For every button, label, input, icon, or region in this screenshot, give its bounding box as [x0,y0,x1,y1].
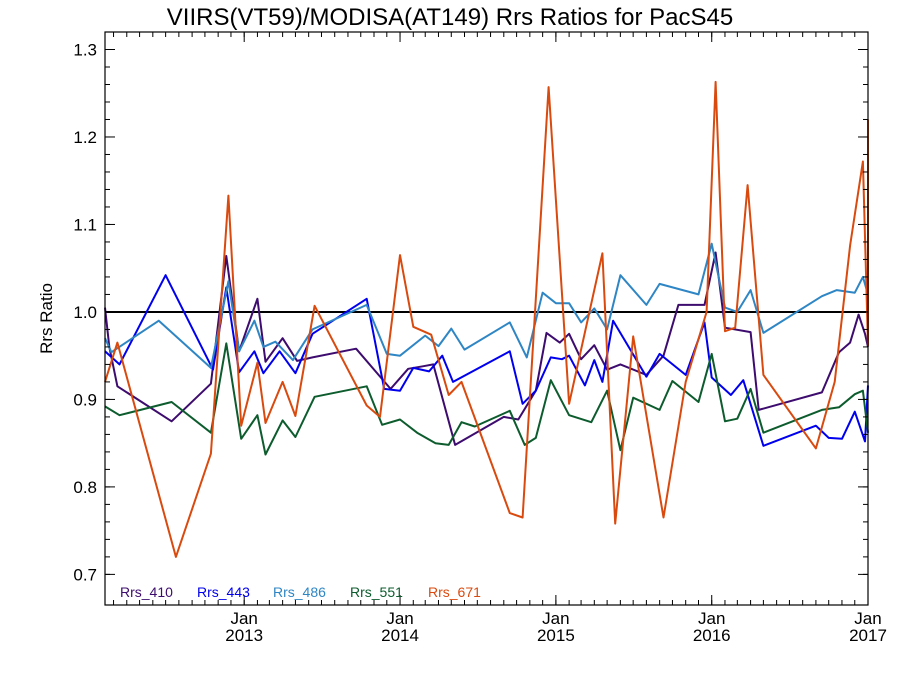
y-tick-label: 1.0 [73,303,97,322]
legend-entry-rrs-486: Rrs_486 [273,584,326,600]
y-tick-label: 0.9 [73,390,97,409]
series-line-rrs-671 [104,80,869,558]
legend-entry-rrs-671: Rrs_671 [428,584,481,600]
y-tick-label: 0.8 [73,478,97,497]
x-tick-label-month: Jan [698,609,725,628]
y-tick-label: 1.1 [73,215,97,234]
plot-frame [104,31,869,606]
x-tick-label-month: Jan [386,609,413,628]
legend: Rrs_410 Rrs_443 Rrs_486 Rrs_551 Rrs_671 [120,584,481,600]
y-tick-label: 0.7 [73,565,97,584]
x-tick-label-year: 2014 [381,626,419,645]
legend-entry-rrs-443: Rrs_443 [197,584,250,600]
series-line-rrs-443 [104,274,869,447]
x-tick-label-year: 2015 [537,626,575,645]
x-tick-label-month: Jan [542,609,569,628]
x-tick-label-month: Jan [854,609,881,628]
x-tick-label-year: 2016 [693,626,731,645]
x-tick-label-year: 2017 [849,626,887,645]
legend-entry-rrs-410: Rrs_410 [120,584,173,600]
legend-entry-rrs-551: Rrs_551 [350,584,403,600]
chart-title: VIIRS(VT59)/MODISA(AT149) Rrs Ratios for… [166,4,734,31]
x-tick-label-year: 2013 [225,626,263,645]
y-tick-label: 1.2 [73,128,97,147]
y-axis: 0.7 0.8 0.9 1.0 1.1 1.2 1.3 [73,40,868,584]
x-tick-label-month: Jan [230,609,257,628]
series-group [104,80,869,558]
series-line-rrs-410 [104,251,869,446]
y-axis-label: Rrs Ratio [37,283,56,354]
y-tick-label: 1.3 [73,40,97,59]
series-line-rrs-551 [104,342,869,456]
